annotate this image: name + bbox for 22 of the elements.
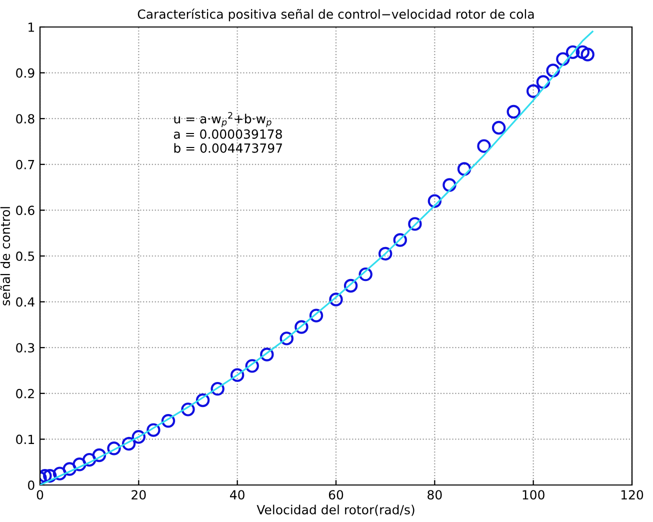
y-tick-label: 0: [28, 480, 34, 490]
x-tick-label: 0: [36, 490, 44, 500]
x-tick-label: 100: [522, 490, 544, 500]
y-tick-label: 1: [28, 22, 34, 32]
y-tick-label: 0.6: [16, 206, 34, 216]
y-tick-label: 0.8: [16, 114, 34, 124]
y-tick-label: 0.3: [16, 343, 34, 353]
x-tick-label: 60: [328, 490, 344, 500]
x-tick-label: 20: [132, 490, 146, 500]
y-tick-label: 0.5: [16, 251, 34, 261]
y-tick-label: 0.4: [16, 297, 34, 307]
y-tick-label: 0.2: [16, 388, 34, 398]
y-axis-title: señal de control: [0, 207, 10, 306]
x-axis-title: Velocidad del rotor(rad/s): [256, 504, 414, 516]
y-tick-label: 0.1: [16, 434, 34, 444]
y-tick-label: 0.9: [16, 68, 34, 78]
x-tick-label: 120: [621, 490, 644, 500]
chart-title: Característica positiva señal de control−velocidad rotor de cola: [138, 8, 534, 22]
y-tick-label: 0.7: [16, 160, 34, 170]
annotation: u = a·w$_{p}$$^{2}$+b·w$_{p}$ a = 0.000039178 b = 0.004473797: [174, 112, 282, 153]
x-tick-label: 40: [230, 490, 244, 500]
x-tick-label: 80: [428, 490, 442, 500]
